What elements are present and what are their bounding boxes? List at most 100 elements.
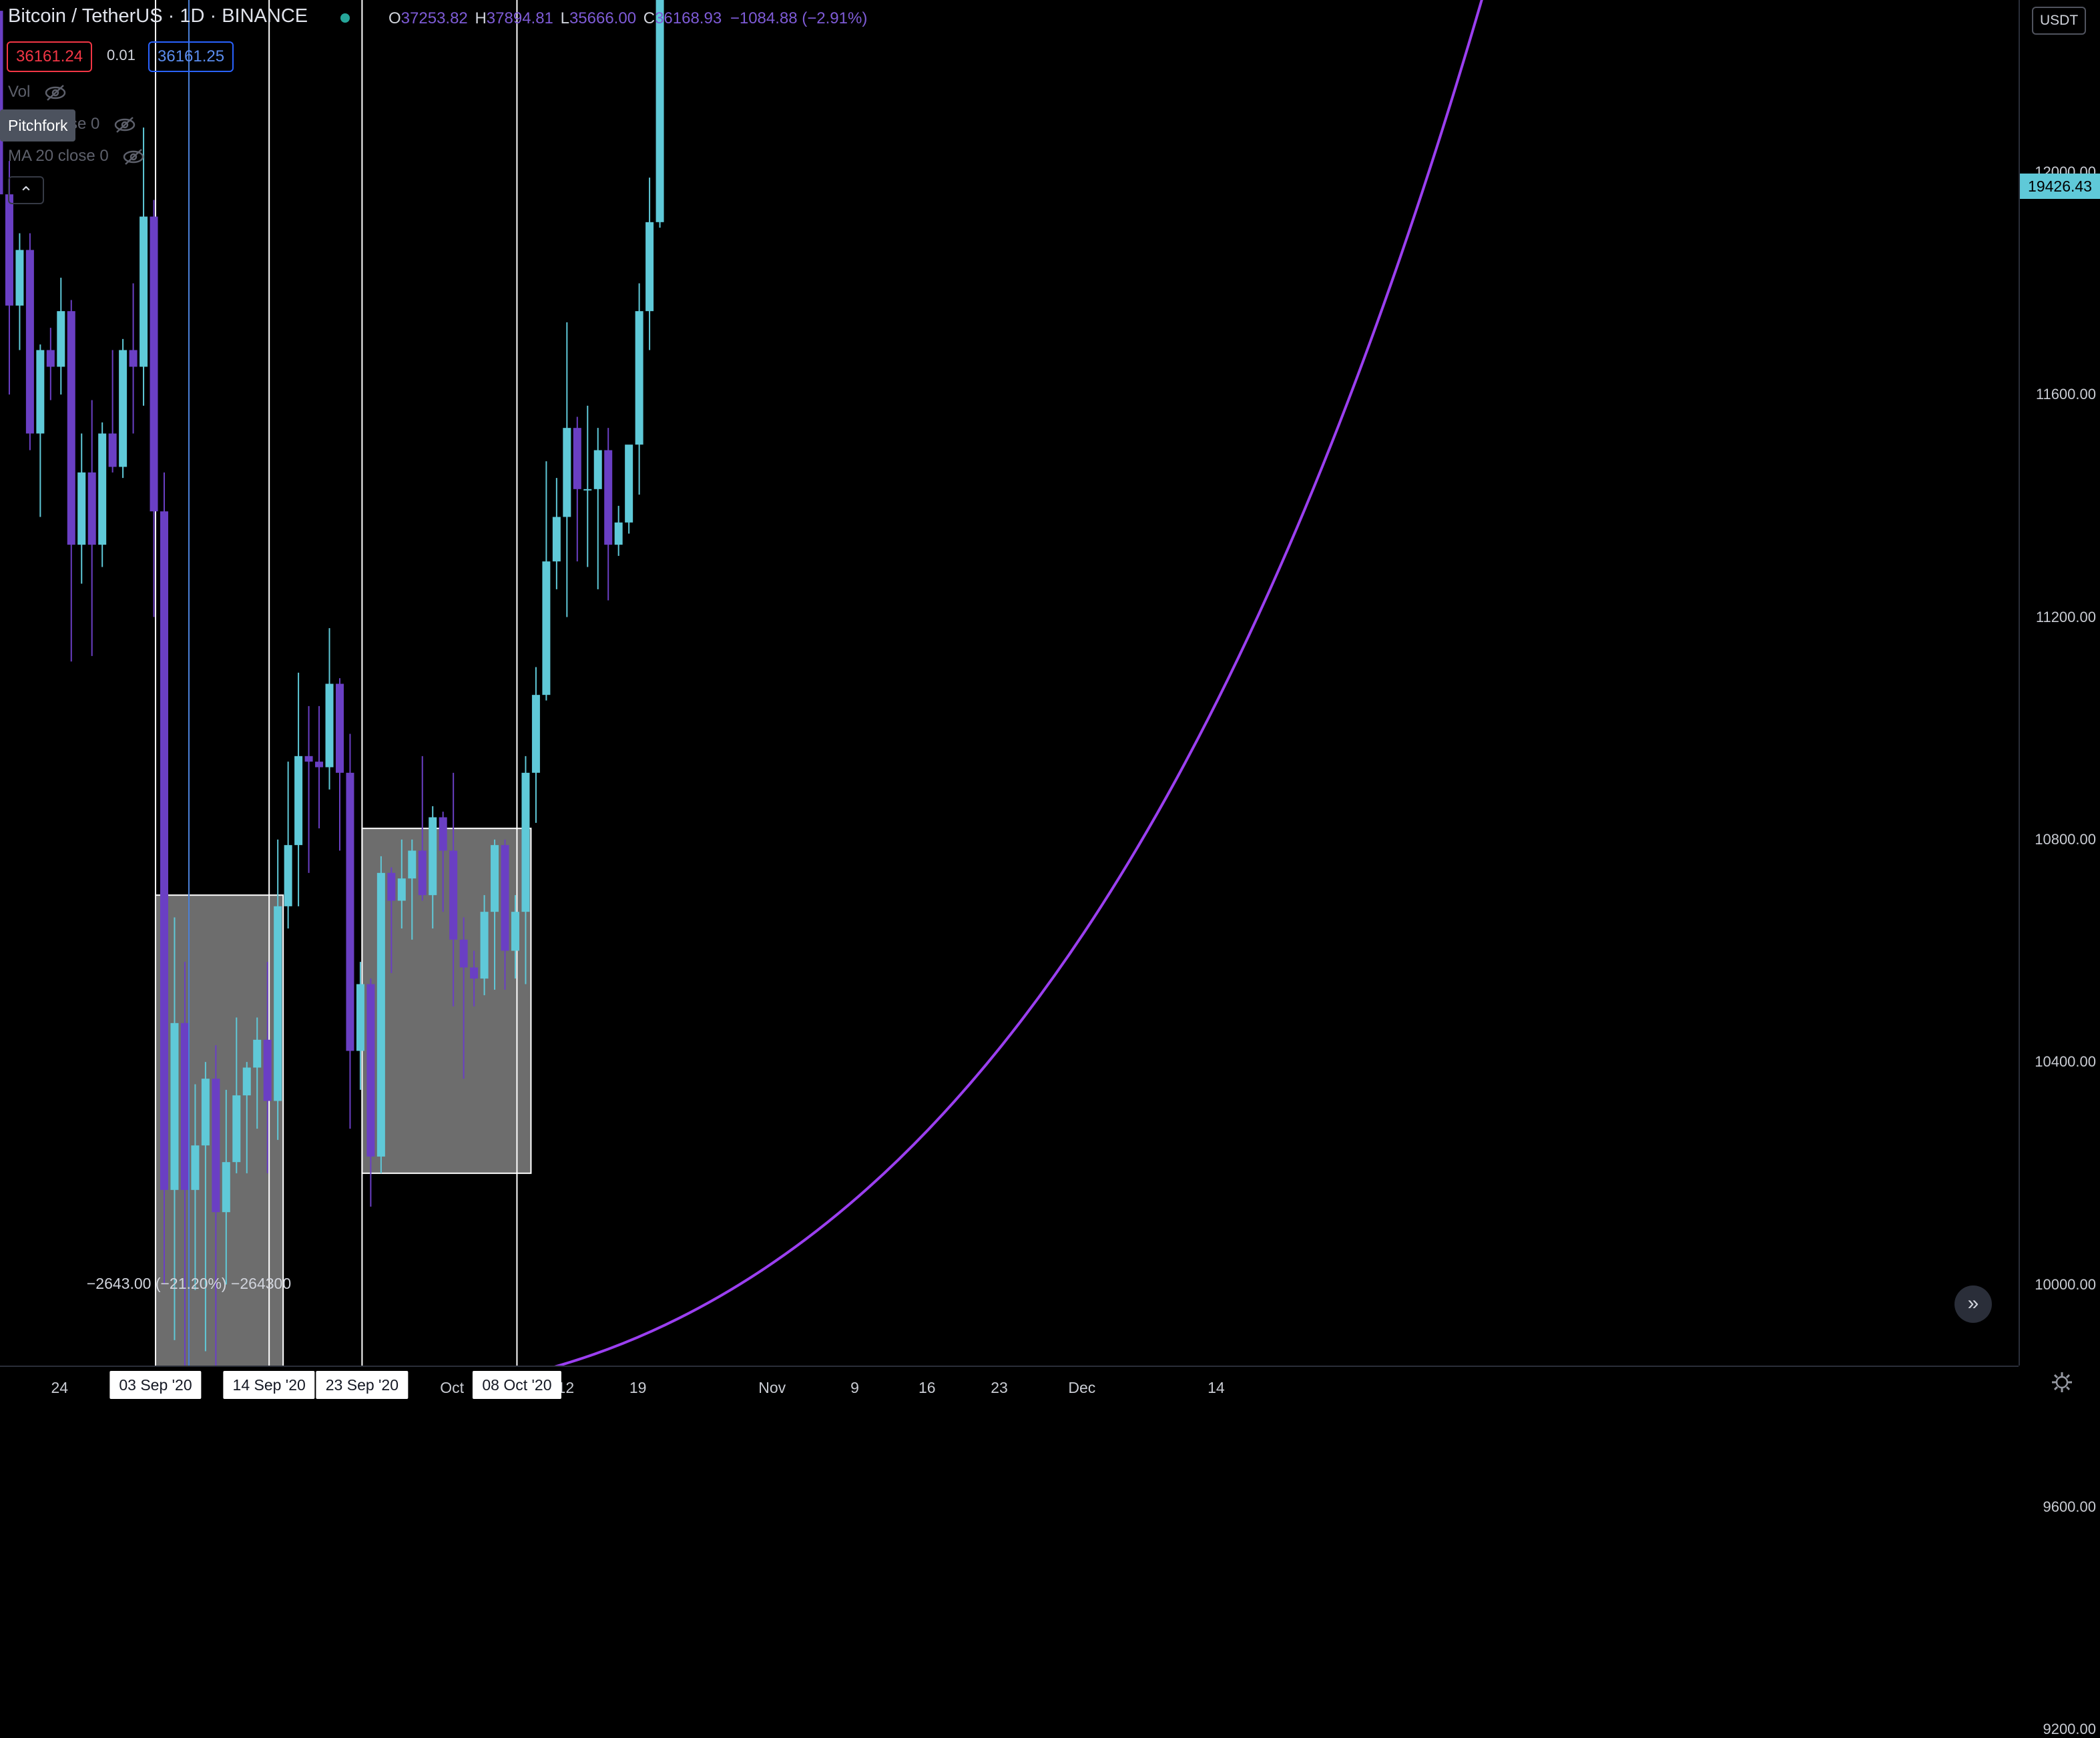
candle [408,839,417,940]
eye-hidden-icon[interactable] [44,84,67,101]
eye-hidden-icon[interactable] [113,116,136,133]
indicator-vol[interactable]: Vol [8,83,67,101]
candle [25,233,34,451]
candle [346,734,354,1129]
candle [222,1089,230,1285]
time-tick: 14 [1208,1379,1225,1396]
chevron-up-icon: ⌃ [19,183,33,203]
candle [160,472,168,1285]
ohlc-open: 37253.82 [401,9,468,27]
candle [77,433,86,584]
time-tick: 24 [51,1379,69,1396]
candle [0,11,3,195]
time-tick: Dec [1068,1379,1096,1396]
ohlc-change: −1084.88 (−2.91%) [730,9,868,27]
candle [429,806,437,929]
candle [573,416,581,562]
buy-price-button[interactable]: 36161.25 [148,41,234,72]
candle [170,917,179,1340]
candle [98,422,107,567]
sell-price-button[interactable]: 36161.24 [7,41,93,72]
candle [315,705,324,829]
candle [459,917,468,1079]
candle [87,400,96,656]
candle [129,283,138,434]
growth-curve-drawing [554,0,1483,1366]
candle [480,895,489,996]
price-axis[interactable]: 20800.0020400.0020000.0019600.0019200.00… [2019,0,2100,1737]
candle [635,283,643,495]
ohlc-high: 37894.81 [486,9,553,27]
price-tick: 10000.00 [2035,1275,2096,1293]
scroll-to-realtime-button[interactable]: » [1954,1285,1992,1323]
candle [397,839,406,929]
price-tick: 9200.00 [2043,1721,2096,1738]
date-line-label: 08 Oct '20 [473,1371,561,1399]
date-line-label: 14 Sep '20 [223,1371,315,1399]
candle [542,461,551,701]
candle [191,1084,200,1290]
candle [387,867,396,973]
time-tick: Oct [440,1379,465,1396]
measure-label: −2643.00 (−21.20%) −264300 [86,1275,292,1292]
candle [263,962,272,1173]
candle [655,0,664,228]
candle [335,678,344,851]
pitchfork-tooltip: Pitchfork [0,109,76,141]
candle [274,839,282,1140]
candle [614,505,623,556]
collapse-legend-button[interactable]: ⌃ [8,176,44,204]
time-tick: 16 [918,1379,936,1396]
candle [253,1017,262,1129]
candle [15,233,24,350]
price-chart[interactable] [0,0,2019,1366]
candle [511,895,519,979]
candle [418,756,427,901]
candle [376,856,385,1173]
candle [531,667,540,823]
time-tick: 19 [629,1379,647,1396]
candle [366,978,375,1207]
gear-icon[interactable] [2051,1371,2073,1394]
price-tick: 11600.00 [2035,386,2096,403]
candle [119,338,127,479]
candle [552,478,561,589]
candle [46,328,55,400]
candle [180,962,189,1366]
candle [491,839,499,990]
price-tick: 10800.00 [2035,830,2096,848]
candle [140,127,148,406]
candle [232,1017,241,1173]
candle [470,950,479,1006]
spread-value: 0.01 [107,47,136,63]
candle [57,278,65,395]
time-tick: 23 [991,1379,1008,1396]
date-line-label: 23 Sep '20 [316,1371,409,1399]
candle [212,1045,220,1366]
price-tick: 10400.00 [2035,1053,2096,1071]
candle [242,1062,251,1173]
candle [150,200,158,617]
candle [645,178,654,350]
candle [284,762,292,929]
price-tick: 11200.00 [2035,608,2096,625]
candle [356,962,364,1090]
eye-hidden-icon[interactable] [122,148,145,166]
candle [201,1062,210,1352]
candle [604,428,613,601]
symbol-title[interactable]: Bitcoin / TetherUS · 1D · BINANCE [8,5,308,27]
date-line-label: 03 Sep '20 [109,1371,202,1399]
ohlc-low: 35666.00 [569,9,637,27]
candle [108,350,117,473]
ohlc-close: 36168.93 [655,9,722,27]
candle [563,322,571,617]
time-tick: 9 [850,1379,859,1396]
price-tick: 9600.00 [2043,1498,2096,1515]
candle [304,705,313,873]
candle [501,839,509,990]
candle [593,428,602,589]
indicator-ma20[interactable]: MA 20 close 0 [8,147,145,166]
currency-label[interactable]: USDT [2032,7,2087,35]
time-tick: Nov [758,1379,786,1396]
